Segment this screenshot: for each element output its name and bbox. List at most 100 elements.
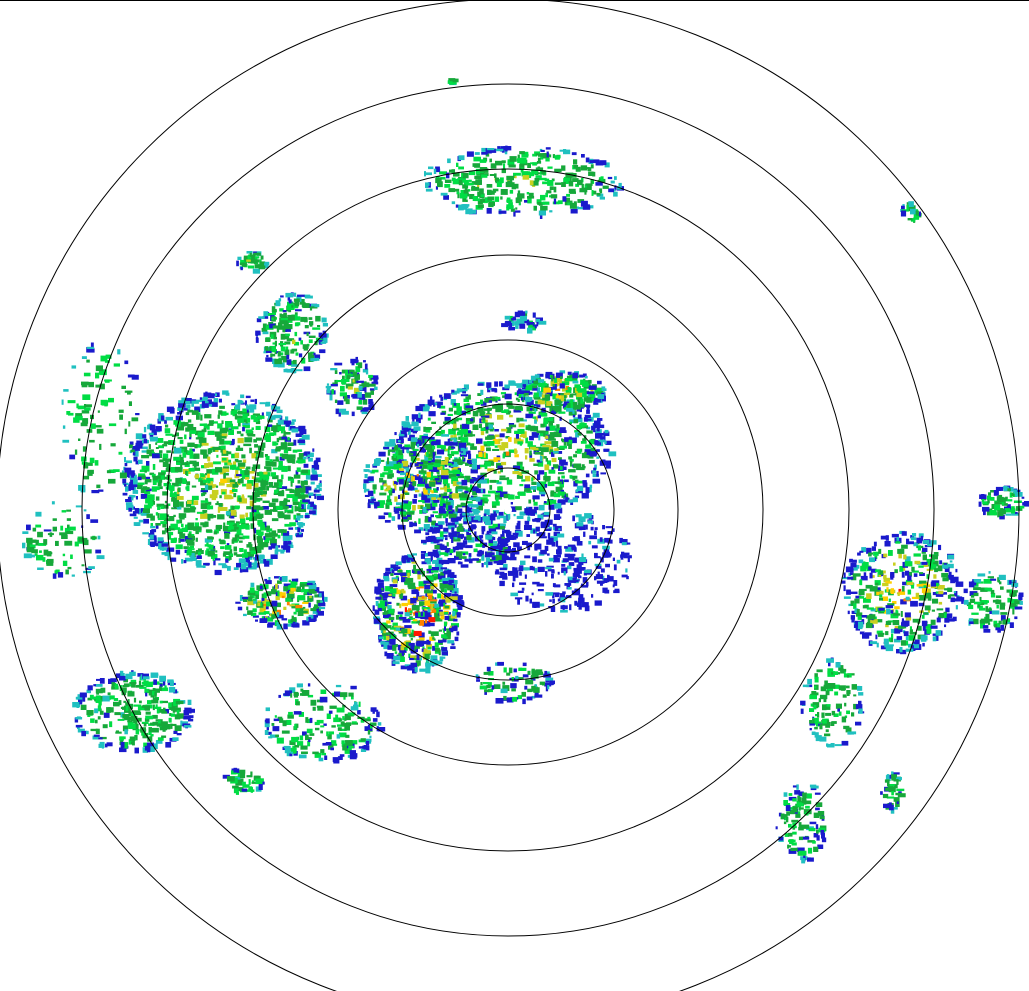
- echo-pixel: [576, 392, 583, 398]
- echo-pixel: [492, 555, 500, 561]
- echo-pixel: [537, 566, 545, 572]
- echo-pixel: [382, 612, 388, 615]
- echo-pixel: [456, 508, 463, 514]
- echo-pixel: [393, 444, 399, 451]
- echo-pixel: [215, 467, 223, 473]
- echo-pixel: [433, 168, 437, 174]
- echo-pixel: [426, 471, 431, 478]
- echo-pixel: [198, 437, 207, 444]
- echo-pixel: [484, 499, 489, 502]
- echo-pixel: [558, 491, 565, 496]
- echo-pixel: [257, 415, 265, 419]
- echo-pixel: [501, 428, 508, 432]
- echo-pixel: [562, 591, 566, 595]
- echo-pixel: [462, 184, 469, 189]
- echo-pixel: [297, 610, 304, 616]
- echo-pixel: [228, 553, 233, 557]
- echo-pixel: [254, 487, 260, 492]
- echo-pixel: [235, 411, 241, 414]
- echo-pixel: [582, 482, 588, 488]
- echo-pixel: [466, 151, 474, 157]
- echo-pixel: [598, 177, 602, 180]
- echo-pixel: [509, 414, 513, 418]
- echo-pixel: [162, 461, 169, 467]
- echo-pixel: [528, 499, 532, 504]
- echo-pixel: [497, 146, 501, 151]
- echo-pixel: [530, 401, 533, 405]
- echo-pixel: [527, 546, 531, 551]
- echo-pixel: [850, 572, 854, 575]
- echo-pixel: [479, 418, 484, 424]
- echo-pixel: [583, 204, 590, 207]
- echo-pixel: [564, 553, 570, 558]
- echo-pixel: [363, 489, 367, 493]
- echo-pixel: [420, 459, 429, 465]
- echo-pixel: [283, 312, 287, 319]
- echo-pixel: [900, 599, 907, 605]
- echo-pixel: [508, 546, 511, 552]
- echo-pixel: [230, 411, 235, 415]
- echo-pixel: [300, 480, 308, 485]
- echo-pixel: [448, 455, 452, 458]
- echo-pixel: [620, 554, 628, 558]
- echo-pixel: [938, 601, 943, 605]
- echo-pixel: [219, 468, 226, 475]
- echo-pixel: [903, 631, 909, 637]
- echo-pixel: [264, 510, 272, 515]
- echo-pixel: [905, 570, 910, 576]
- echo-pixel: [240, 433, 244, 437]
- echo-pixel: [387, 474, 393, 479]
- echo-pixel: [539, 412, 548, 417]
- echo-pixel: [947, 563, 954, 569]
- echo-pixel: [538, 177, 547, 181]
- echo-pixel: [486, 561, 493, 566]
- echo-pixel: [427, 646, 432, 650]
- echo-pixel: [166, 547, 175, 552]
- echo-pixel: [254, 398, 257, 405]
- echo-pixel: [402, 631, 407, 637]
- echo-pixel: [565, 389, 570, 395]
- echo-pixel: [524, 384, 533, 391]
- echo-pixel: [230, 509, 237, 516]
- echo-pixel: [427, 450, 430, 453]
- echo-pixel: [183, 546, 190, 549]
- echo-pixel: [304, 515, 310, 518]
- echo-pixel: [299, 607, 304, 611]
- echo-pixel: [392, 661, 400, 665]
- echo-pixel: [548, 445, 554, 452]
- echo-pixel: [288, 477, 294, 480]
- echo-pixel: [555, 395, 562, 399]
- echo-pixel: [354, 373, 359, 380]
- echo-pixel: [207, 550, 215, 557]
- echo-pixel: [528, 192, 534, 199]
- echo-pixel: [447, 470, 456, 474]
- echo-pixel: [531, 477, 534, 482]
- echo-pixel: [279, 453, 284, 457]
- echo-pixel: [937, 565, 943, 572]
- echo-pixel: [481, 526, 486, 532]
- echo-pixel: [505, 451, 510, 456]
- echo-pixel: [254, 444, 258, 448]
- echo-pixel: [365, 464, 370, 468]
- echo-pixel: [413, 613, 416, 616]
- echo-pixel: [626, 576, 629, 580]
- echo-pixel: [368, 404, 375, 410]
- echo-pixel: [227, 462, 232, 466]
- echo-pixel: [487, 435, 495, 440]
- echo-pixel: [148, 432, 154, 436]
- echo-pixel: [236, 466, 240, 470]
- echo-pixel: [240, 470, 246, 475]
- echo-pixel: [465, 431, 473, 437]
- echo-pixel: [169, 486, 175, 491]
- echo-pixel: [447, 413, 453, 416]
- echo-pixel: [238, 540, 243, 543]
- echo-pixel: [411, 589, 416, 592]
- echo-pixel: [369, 401, 374, 407]
- echo-pixel: [513, 542, 520, 548]
- echo-pixel: [162, 521, 167, 528]
- echo-pixel: [502, 576, 508, 580]
- echo-pixel: [591, 190, 594, 196]
- echo-pixel: [569, 604, 572, 611]
- echo-pixel: [212, 446, 221, 451]
- echo-pixel: [499, 539, 503, 544]
